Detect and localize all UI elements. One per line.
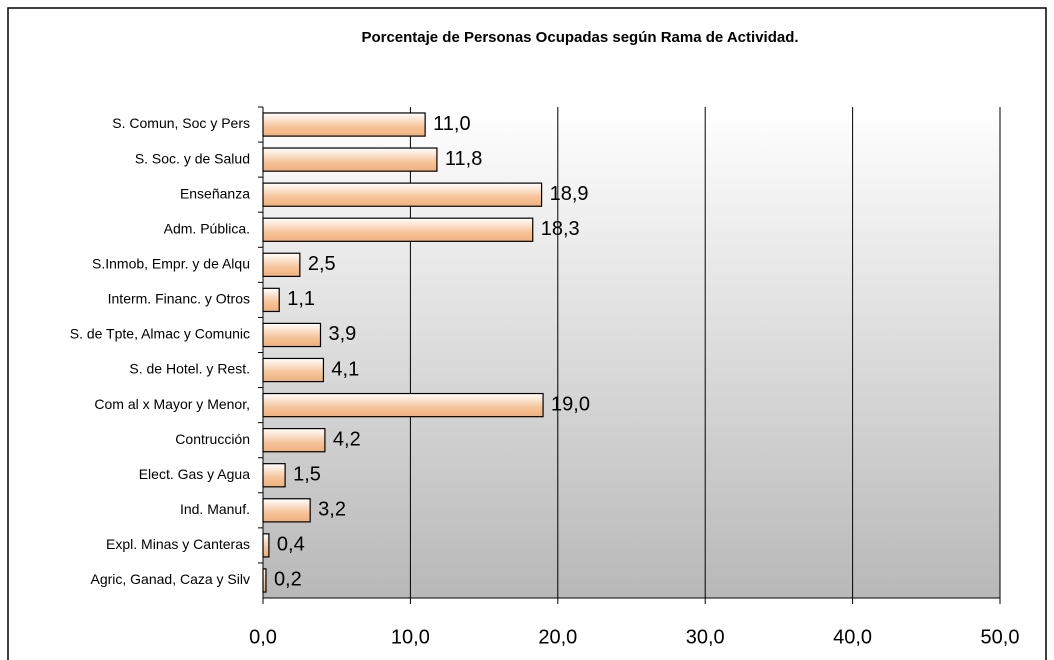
x-tick-label: 10,0 xyxy=(391,626,430,648)
y-tick-label: Contrucción xyxy=(175,431,250,447)
y-tick-label: Com al x Mayor y Menor, xyxy=(94,396,250,412)
y-tick-label: Agric, Ganad, Caza y Silv xyxy=(90,571,250,587)
value-label: 11,8 xyxy=(445,148,482,170)
value-label: 19,0 xyxy=(551,393,590,415)
bar xyxy=(262,428,326,453)
x-tick-label: 50,0 xyxy=(981,626,1020,648)
y-tick-label: Adm. Pública. xyxy=(164,220,250,236)
bar xyxy=(262,182,543,207)
y-tick-label: S. de Hotel. y Rest. xyxy=(129,361,250,377)
y-tick-label: Ind. Manuf. xyxy=(180,501,250,517)
y-tick-label: S. de Tpte, Almac y Comunic xyxy=(70,326,250,342)
bar xyxy=(262,322,322,348)
value-label: 1,1 xyxy=(287,288,315,310)
bar xyxy=(262,568,267,593)
bar xyxy=(262,533,270,558)
y-tick-label: Interm. Financ. y Otros xyxy=(108,291,250,307)
value-label: 1,5 xyxy=(293,464,321,486)
value-label: 18,9 xyxy=(550,183,589,205)
value-label: 4,2 xyxy=(333,428,361,450)
y-tick-label: S. Comun, Soc y Pers xyxy=(112,115,250,131)
x-tick-label: 30,0 xyxy=(686,626,725,648)
y-tick-label: Enseñanza xyxy=(180,185,250,201)
x-tick-label: 0,0 xyxy=(249,626,277,648)
bar xyxy=(262,357,325,383)
bar xyxy=(262,463,286,488)
value-label: 0,4 xyxy=(277,534,305,556)
value-label: 4,1 xyxy=(331,358,359,380)
x-tick-label: 20,0 xyxy=(538,626,577,648)
y-tick-label: S. Soc. y de Salud xyxy=(135,150,250,166)
chart-title: Porcentaje de Personas Ocupadas según Ra… xyxy=(361,29,798,46)
bar xyxy=(262,498,311,523)
y-tick-label: Elect. Gas y Agua xyxy=(139,466,250,482)
value-label: 3,2 xyxy=(318,499,346,521)
value-label: 18,3 xyxy=(541,218,580,240)
value-label: 2,5 xyxy=(308,253,336,275)
bar xyxy=(262,147,438,172)
bar xyxy=(262,112,426,137)
plot-area xyxy=(263,107,1000,598)
value-label: 11,0 xyxy=(433,113,470,135)
bar xyxy=(262,287,280,313)
value-label: 3,9 xyxy=(328,323,356,345)
y-tick-label: Expl. Minas y Canteras xyxy=(106,536,250,552)
value-label: 0,2 xyxy=(274,569,302,591)
bar xyxy=(262,217,534,242)
bar xyxy=(262,392,544,418)
bar xyxy=(262,252,301,277)
y-tick-label: S.Inmob, Empr. y de Alqu xyxy=(92,256,250,272)
x-tick-label: 40,0 xyxy=(833,626,872,648)
